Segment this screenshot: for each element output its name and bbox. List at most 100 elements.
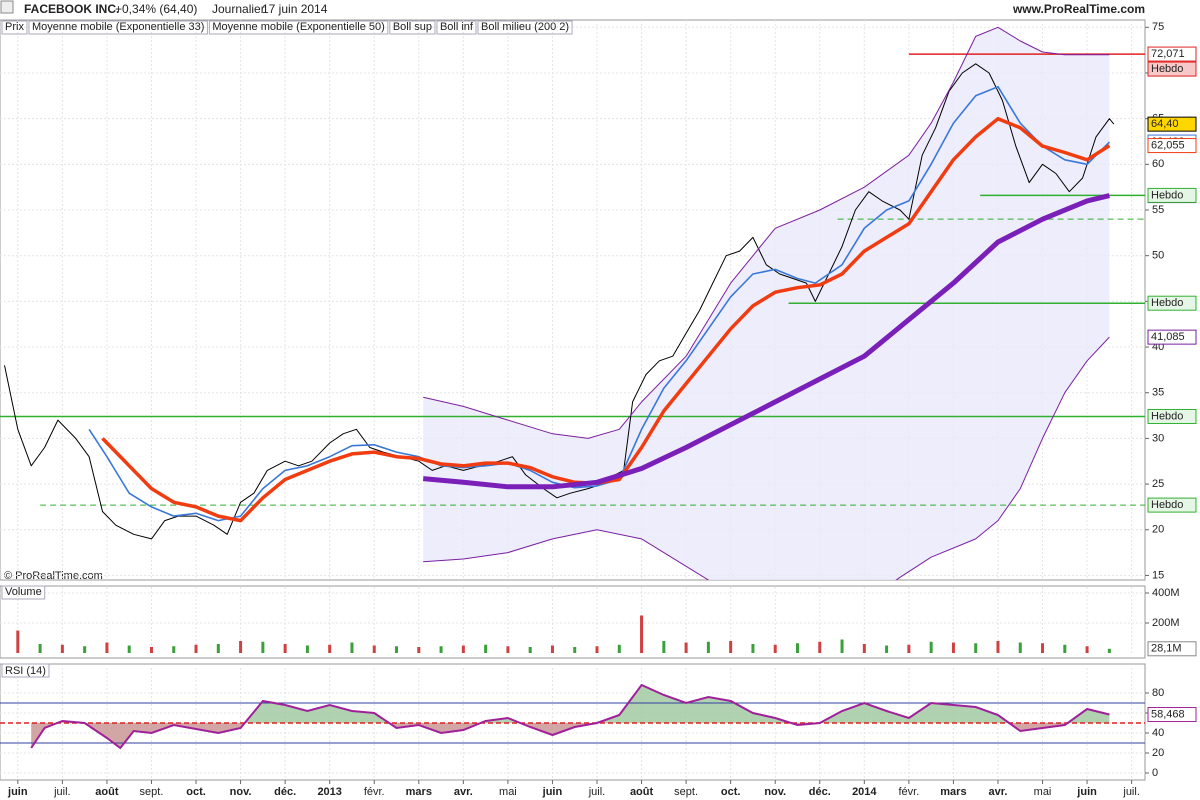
volume-bar (350, 642, 354, 653)
y-tick-label: 40 (1152, 727, 1164, 739)
x-tick-label: 2014 (852, 786, 877, 798)
volume-bar (417, 647, 421, 653)
value-box (1147, 46, 1197, 62)
panel-title: Volume (5, 586, 42, 598)
volume-bar (60, 644, 64, 653)
x-tick-label: juil. (53, 786, 71, 798)
x-tick-label: nov. (764, 786, 786, 798)
legend-box (208, 20, 389, 35)
legend-entry: Boll milieu (200 2) (481, 21, 569, 33)
volume-bar (951, 642, 955, 653)
volume-bar (372, 645, 376, 653)
legend-entry: Moyenne mobile (Exponentielle 50) (212, 21, 384, 33)
y-tick-label: 50 (1152, 250, 1164, 262)
y-tick-label: 55 (1152, 204, 1164, 216)
legend-box (389, 20, 436, 35)
x-tick-label: sept. (674, 786, 698, 798)
x-tick-label: oct. (186, 786, 206, 798)
level-label: Hebdo (1151, 297, 1183, 309)
x-tick-label: juin (1076, 786, 1097, 798)
volume-bar (283, 644, 287, 653)
x-tick-label: août (95, 786, 119, 798)
y-tick-label: 400M (1152, 587, 1180, 599)
x-tick-label: déc. (809, 786, 831, 798)
volume-bar (484, 644, 488, 653)
x-tick-label: juil. (1122, 786, 1140, 798)
rsi-frame (0, 663, 1146, 781)
volume-bar (907, 644, 911, 653)
volume-bar (83, 646, 87, 653)
value-label: 28,1M (1151, 643, 1182, 655)
price-frame (0, 19, 1146, 581)
series-line (423, 26, 1110, 439)
value-box (1147, 329, 1197, 345)
volume-bar (149, 647, 153, 653)
legend-entry: Boll inf (440, 21, 474, 33)
price-layer (0, 26, 1145, 580)
y-tick-label: 35 (1152, 387, 1164, 399)
volume-bar (595, 646, 599, 653)
x-tick-label: avr. (454, 786, 473, 798)
value-label: 64,40 (1151, 118, 1179, 130)
level-label: Hebdo (1151, 189, 1183, 201)
volume-bar (1063, 644, 1067, 653)
legend-entry: Boll sup (393, 21, 432, 33)
volume-bar (439, 646, 443, 653)
change: +0,34% (64,40) (115, 2, 197, 16)
volume-bar (1107, 648, 1111, 653)
volume-bar (528, 647, 532, 653)
volume-bar (461, 645, 465, 653)
layers: juin juil. août sept. oct. nov. déc. 2013 févr. m… (0, 20, 1197, 798)
volume-bar (261, 641, 265, 653)
y-tick-label: 20 (1152, 747, 1164, 759)
legend-box (28, 20, 208, 35)
x-tick-label: mars (940, 786, 966, 798)
level-label: Hebdo (1151, 410, 1183, 422)
volume-bar (729, 641, 733, 653)
volume-bar (573, 647, 577, 653)
y-tick-label: 25 (1152, 478, 1164, 490)
volume-frame (0, 585, 1146, 659)
icon (0, 0, 14, 14)
volume-bar (1085, 646, 1089, 653)
volume-bar (216, 644, 220, 653)
symbol: FACEBOOK INC. (24, 2, 119, 16)
x-tick-label: mai (1034, 786, 1052, 798)
series-line (88, 85, 1110, 522)
volume-bar (239, 641, 243, 653)
volume-bar (1018, 642, 1022, 653)
x-tick-label: juin (7, 786, 28, 798)
volume-bar (662, 641, 666, 653)
volume-bar (684, 642, 688, 653)
x-tick-label: févr. (364, 786, 385, 798)
y-tick-label: 30 (1152, 432, 1164, 444)
volume-bar (818, 641, 822, 653)
y-tick-label: 80 (1152, 687, 1164, 699)
volume-bar (395, 646, 399, 653)
x-tick-label: févr. (898, 786, 919, 798)
volume-bar (172, 646, 176, 653)
legend-box (436, 20, 477, 35)
x-tick-label: août (630, 786, 654, 798)
level-box (1147, 187, 1197, 203)
volume-bar (706, 641, 710, 653)
volume-bar (550, 645, 554, 653)
site: www.ProRealTime.com (1012, 2, 1145, 16)
x-tick-label: oct. (721, 786, 741, 798)
volume-bar (506, 646, 510, 653)
x-tick-label: nov. (230, 786, 252, 798)
y-tick-label: 200M (1152, 617, 1180, 629)
x-tick-label: 2013 (317, 786, 341, 798)
series-line (422, 193, 1110, 490)
volume-bar (328, 644, 332, 653)
volume-bar (773, 644, 777, 653)
x-tick-label: déc. (274, 786, 296, 798)
x-tick-label: juin (542, 786, 563, 798)
level-box (1147, 497, 1197, 513)
volume-bar (127, 645, 131, 653)
volume-bar (38, 644, 42, 653)
value-label: 41,085 (1151, 331, 1185, 343)
y-tick-label: 15 (1152, 569, 1164, 581)
panel-title: RSI (14) (5, 665, 46, 677)
